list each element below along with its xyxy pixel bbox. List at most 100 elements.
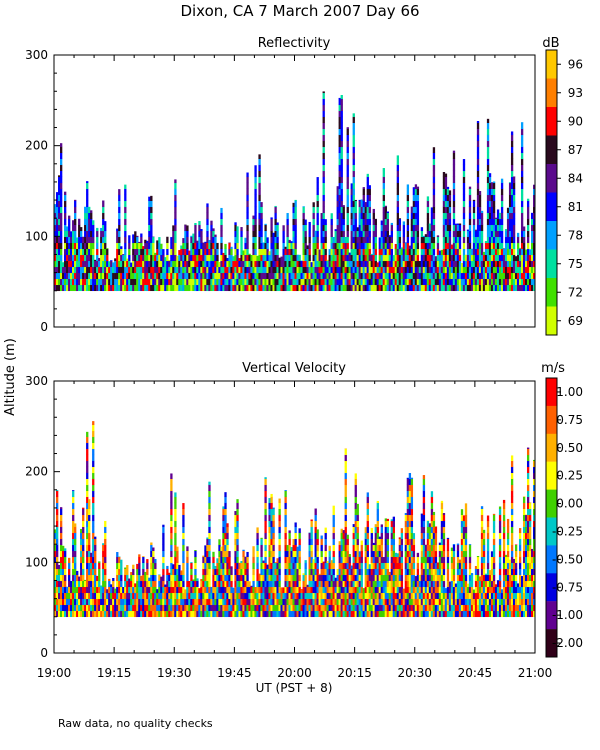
heatmap-cell [432, 236, 436, 244]
heatmap-cell [406, 254, 410, 262]
heatmap-cell [304, 266, 307, 274]
heatmap-cell [122, 604, 125, 612]
heatmap-cell [236, 272, 239, 280]
heatmap-cell [286, 592, 289, 600]
heatmap-cell [486, 230, 490, 238]
heatmap-cell [260, 242, 263, 250]
heatmap-cell [310, 278, 313, 286]
heatmap-cell [462, 206, 466, 214]
heatmap-cell [316, 284, 319, 292]
heatmap-cell [338, 134, 341, 142]
heatmap-cell [174, 278, 177, 286]
heatmap-cell [374, 562, 377, 570]
heatmap-cell [158, 574, 161, 576]
heatmap-cell [228, 598, 231, 606]
heatmap-cell [234, 260, 237, 268]
heatmap-cell [212, 236, 215, 244]
heatmap-cell [56, 508, 59, 516]
heatmap-cell [330, 568, 333, 576]
heatmap-cell [504, 260, 508, 268]
heatmap-cell [82, 248, 85, 256]
heatmap-cell [312, 284, 315, 292]
heatmap-cell [74, 266, 77, 274]
heatmap-cell [176, 574, 179, 582]
heatmap-cell [270, 496, 273, 504]
heatmap-cell [236, 598, 239, 606]
heatmap-cell [60, 176, 63, 184]
heatmap-cell [240, 242, 243, 250]
heatmap-cell [326, 580, 329, 588]
heatmap-cell [258, 580, 261, 588]
heatmap-cell [58, 182, 61, 190]
heatmap-cell [86, 508, 89, 516]
heatmap-cell [180, 586, 183, 594]
heatmap-cell [436, 248, 440, 256]
heatmap-cell [254, 224, 257, 232]
heatmap-cell [156, 254, 159, 262]
heatmap-cell [376, 278, 379, 286]
heatmap-cell [500, 254, 504, 262]
heatmap-cell [58, 568, 61, 576]
heatmap-cell [162, 254, 165, 262]
heatmap-cell [82, 574, 85, 582]
heatmap-cell [512, 200, 516, 208]
heatmap-cell [270, 562, 273, 570]
heatmap-cell [414, 200, 418, 208]
heatmap-cell [194, 592, 197, 600]
heatmap-cell [264, 223, 267, 226]
heatmap-cell [322, 164, 325, 172]
colorbar-label: 72 [568, 285, 583, 299]
heatmap-cell [250, 586, 253, 594]
heatmap-cell [96, 592, 99, 600]
heatmap-cell [310, 574, 313, 582]
heatmap-cell [174, 604, 177, 612]
heatmap-cell [236, 520, 239, 528]
heatmap-cell [222, 508, 225, 516]
heatmap-cell [132, 564, 135, 570]
heatmap-cell [76, 284, 79, 292]
heatmap-cell [122, 284, 125, 292]
heatmap-cell [268, 498, 271, 504]
heatmap-cell [254, 272, 257, 280]
heatmap-cell [258, 194, 261, 202]
heatmap-cell [408, 278, 412, 286]
heatmap-cell [62, 568, 65, 576]
heatmap-cell [514, 272, 518, 280]
heatmap-cell [118, 230, 121, 238]
heatmap-cell [354, 586, 357, 594]
heatmap-cell [354, 544, 357, 552]
heatmap-cell [246, 206, 249, 214]
heatmap-cell [318, 604, 321, 612]
heatmap-cell [118, 206, 121, 214]
heatmap-cell [270, 532, 273, 540]
heatmap-cell [70, 231, 73, 238]
heatmap-cell [346, 146, 349, 154]
heatmap-cell [200, 284, 203, 292]
heatmap-cell [286, 230, 289, 238]
heatmap-cell [354, 526, 357, 534]
heatmap-cell [338, 128, 341, 136]
heatmap-cell [392, 260, 395, 268]
heatmap-cell [504, 229, 508, 232]
heatmap-cell [476, 170, 480, 178]
heatmap-cell [306, 254, 309, 262]
heatmap-cell [88, 532, 91, 540]
heatmap-cell [150, 586, 153, 594]
heatmap-cell [288, 242, 291, 250]
heatmap-cell [390, 248, 393, 256]
heatmap-cell [440, 272, 444, 280]
heatmap-cell [312, 574, 315, 582]
heatmap-cell [166, 278, 169, 286]
heatmap-cell [354, 242, 357, 250]
heatmap-cell [148, 218, 151, 226]
heatmap-cell [474, 260, 478, 268]
heatmap-cell [120, 592, 123, 600]
heatmap-cell [322, 104, 325, 112]
heatmap-cell [316, 266, 319, 274]
heatmap-cell [92, 224, 95, 232]
heatmap-cell [454, 242, 458, 250]
heatmap-cell [358, 598, 361, 606]
heatmap-cell [268, 266, 271, 274]
heatmap-cell [332, 266, 335, 274]
heatmap-cell [162, 556, 165, 564]
